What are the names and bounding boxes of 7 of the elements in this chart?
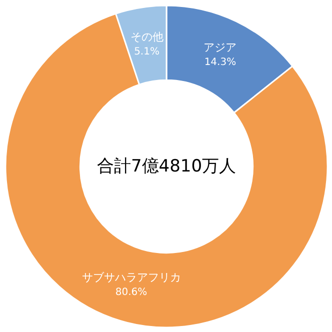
data-label: 14.3% [204,57,236,68]
data-label: 5.1% [134,46,160,58]
slice-label: サブサハラアフリカ [82,271,181,284]
slice-label: アジア [204,41,237,54]
data-label: 80.6% [115,287,148,298]
slice-label: その他 [130,30,164,44]
text: 合計7億4810万人 [96,156,236,176]
